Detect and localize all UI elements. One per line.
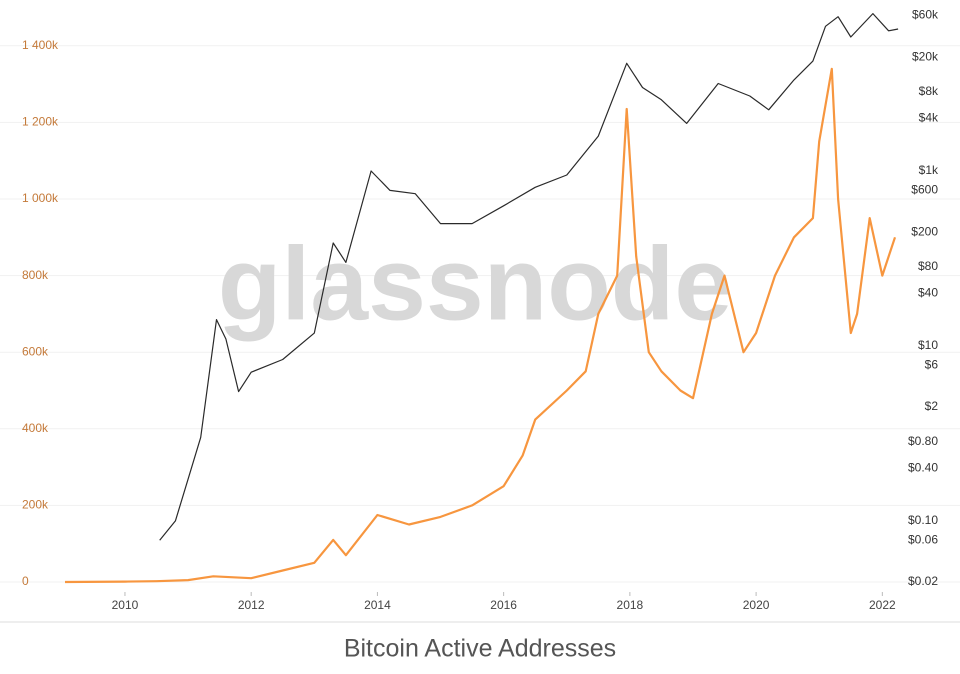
- y-tick-label: 1 400k: [22, 38, 59, 52]
- y2-tick-label: $0.80: [908, 434, 938, 448]
- y-tick-label: 200k: [22, 498, 49, 512]
- y2-tick-label: $0.02: [908, 574, 938, 588]
- y2-tick-label: $60k: [912, 8, 939, 22]
- y-tick-label: 0: [22, 574, 29, 588]
- x-tick-label: 2022: [869, 598, 896, 612]
- y-tick-label: 600k: [22, 344, 49, 358]
- x-tick-label: 2020: [743, 598, 770, 612]
- y2-tick-label: $10: [918, 338, 938, 352]
- x-tick-label: 2016: [490, 598, 517, 612]
- y2-tick-label: $0.40: [908, 460, 938, 474]
- y2-tick-label: $1k: [919, 163, 939, 177]
- y2-tick-label: $2: [925, 399, 939, 413]
- y2-tick-label: $0.10: [908, 513, 938, 527]
- watermark: glassnode: [218, 226, 732, 342]
- y-tick-label: 800k: [22, 268, 49, 282]
- y2-tick-label: $0.06: [908, 532, 938, 546]
- y-tick-label: 1 000k: [22, 191, 59, 205]
- x-tick-label: 2012: [238, 598, 265, 612]
- chart-title: Bitcoin Active Addresses: [344, 635, 616, 663]
- series-line: [64, 67, 897, 584]
- y2-tick-label: $40: [918, 285, 938, 299]
- x-tick-label: 2014: [364, 598, 391, 612]
- x-tick-label: 2018: [617, 598, 644, 612]
- y2-tick-label: $8k: [919, 84, 939, 98]
- y2-tick-label: $20k: [912, 49, 939, 63]
- series-line: [159, 13, 899, 541]
- y2-tick-label: $200: [911, 224, 938, 238]
- x-tick-label: 2010: [112, 598, 139, 612]
- y2-tick-label: $100k: [905, 0, 939, 2]
- y2-tick-label: $4k: [919, 110, 939, 124]
- y2-tick-label: $6: [925, 357, 939, 371]
- y2-tick-label: $80: [918, 259, 938, 273]
- y-tick-label: 1 200k: [22, 115, 59, 129]
- plot-background: [0, 0, 960, 622]
- y2-tick-label: $600: [911, 183, 938, 197]
- y-tick-label: 400k: [22, 421, 49, 435]
